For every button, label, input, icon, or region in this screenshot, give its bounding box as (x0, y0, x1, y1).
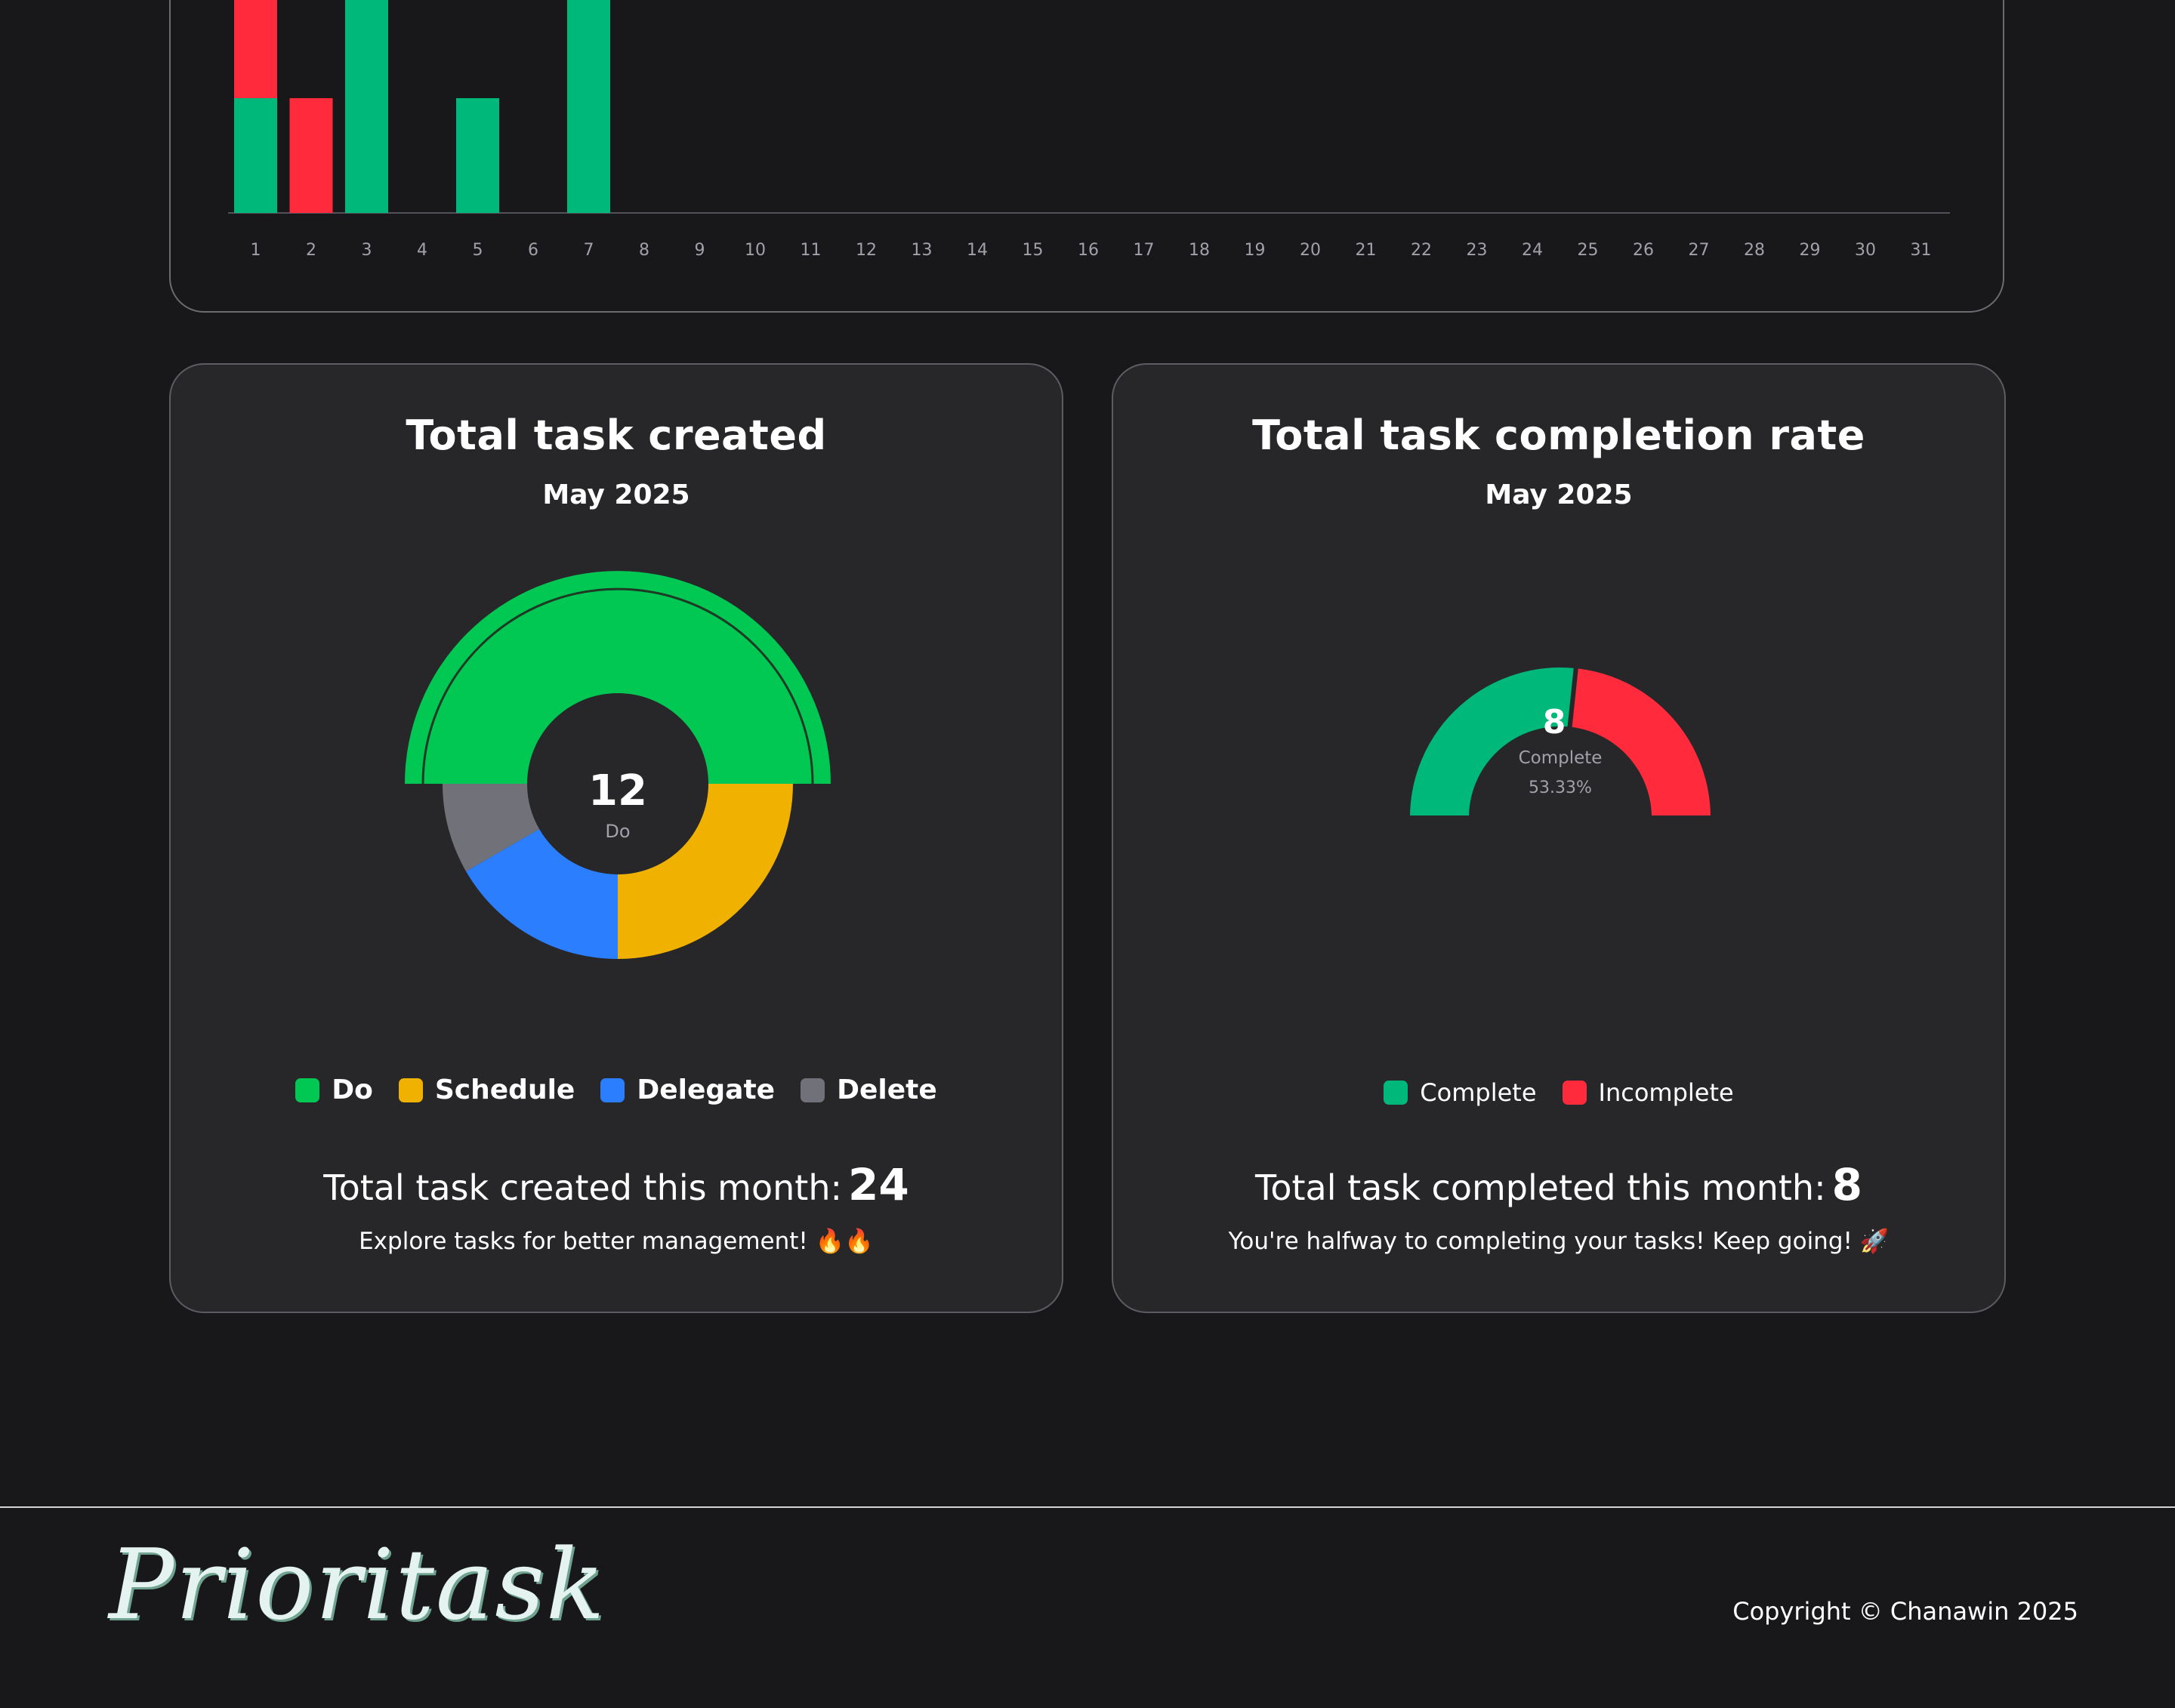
x-tick-label: 31 (1911, 241, 1932, 260)
legend-item-delegate[interactable]: Delegate (600, 1074, 775, 1105)
slice-delete (443, 784, 540, 871)
legend-item-delete[interactable]: Delete (801, 1074, 937, 1105)
x-tick-label: 8 (639, 241, 649, 260)
legend-swatch-do (295, 1078, 320, 1102)
highlight-ring (421, 587, 814, 785)
gauge-segment-incomplete (1567, 664, 1715, 820)
footer: Prioritask Copyright © Chanawin 2025 (0, 1506, 2175, 1708)
total-created-line: Total task created this month: 24 (171, 1159, 1062, 1210)
legend-label: Delegate (637, 1074, 776, 1105)
x-tick-label: 22 (1411, 241, 1432, 260)
completion-rate-card: Total task completion rate May 2025 8 Co… (1112, 363, 2006, 1313)
x-tick-label: 19 (1245, 241, 1266, 260)
card-subtitle: May 2025 (1485, 479, 1633, 510)
legend-label: Complete (1420, 1078, 1537, 1107)
total-completed-label: Total task completed this month: (1255, 1167, 1826, 1208)
category-legend: Do Schedule Delegate Delete (171, 1074, 1062, 1105)
x-tick-label: 17 (1134, 241, 1155, 260)
copyright-text: Copyright © Chanawin 2025 (1732, 1597, 2078, 1626)
legend-label: Incomplete (1598, 1078, 1734, 1107)
gauge-center-percent: 53.33% (1529, 778, 1592, 797)
gauge-center-label: Complete (1518, 748, 1603, 768)
card-title: Total task created (406, 412, 827, 459)
task-category-doughnut-chart[interactable] (171, 553, 1065, 1007)
total-created-label: Total task created this month: (323, 1167, 842, 1208)
x-tick-label: 11 (801, 241, 822, 260)
x-tick-label: 3 (362, 241, 372, 260)
x-tick-label: 9 (695, 241, 705, 260)
x-tick-label: 10 (745, 241, 766, 260)
x-tick-label: 7 (584, 241, 594, 260)
x-tick-label: 14 (967, 241, 988, 260)
legend-swatch-delete (801, 1078, 825, 1102)
legend-item-complete[interactable]: Complete (1384, 1078, 1537, 1107)
legend-item-incomplete[interactable]: Incomplete (1562, 1078, 1734, 1107)
card-subtitle: May 2025 (542, 479, 690, 510)
x-tick-label: 26 (1633, 241, 1654, 260)
legend-label: Delete (837, 1074, 937, 1105)
bar-segment-day-1-s1 (234, 0, 277, 98)
slice-do (405, 571, 831, 784)
daily-tasks-chart-card: 1 2 3 4 5 6 7 8 9 10 11 12 13 14 15 16 17 18 19 20 21 22 23 24 2… (169, 0, 2004, 313)
bar-segment-day-7-s0 (567, 0, 610, 213)
bar-segment-day-3-s0 (345, 0, 388, 213)
bar-segment-day-5-s0 (456, 98, 499, 213)
legend-swatch-schedule (398, 1078, 423, 1102)
x-tick-label: 1 (251, 241, 261, 260)
total-created-value: 24 (847, 1159, 909, 1210)
doughnut-center-label: Do (605, 821, 631, 842)
x-tick-label: 4 (417, 241, 427, 260)
x-tick-label: 13 (912, 241, 933, 260)
gauge-center-value: 8 (1542, 703, 1566, 741)
x-tick-label: 15 (1023, 241, 1044, 260)
legend-swatch-complete (1384, 1081, 1408, 1105)
legend-item-schedule[interactable]: Schedule (398, 1074, 575, 1105)
legend-swatch-incomplete (1562, 1081, 1587, 1105)
bar-segment-day-2-s1 (289, 98, 333, 213)
x-tick-label: 5 (473, 241, 483, 260)
gauge-segment-complete (1405, 663, 1579, 820)
slice-delegate (466, 829, 618, 959)
x-tick-label: 29 (1800, 241, 1821, 260)
legend-swatch-delegate (600, 1078, 625, 1102)
completion-gauge-chart[interactable] (1113, 591, 2007, 893)
x-tick-label: 18 (1189, 241, 1210, 260)
doughnut-center-value: 12 (588, 766, 647, 815)
total-created-card: Total task created May 2025 12 Do Do Sch… (169, 363, 1063, 1313)
bar-segment-day-1-s0 (234, 98, 277, 213)
x-tick-label: 6 (528, 241, 538, 260)
completion-legend: Complete Incomplete (1113, 1078, 2004, 1107)
x-tick-label: 27 (1689, 241, 1710, 260)
legend-item-do[interactable]: Do (295, 1074, 373, 1105)
x-tick-label: 23 (1467, 241, 1488, 260)
total-completed-line: Total task completed this month: 8 (1113, 1159, 2004, 1210)
x-tick-label: 20 (1300, 241, 1321, 260)
x-tick-label: 30 (1855, 241, 1876, 260)
x-tick-label: 21 (1356, 241, 1377, 260)
card-title: Total task completion rate (1252, 412, 1865, 459)
created-note: Explore tasks for better management! 🔥🔥 (359, 1228, 874, 1255)
x-tick-label: 24 (1522, 241, 1543, 260)
legend-label: Do (332, 1074, 373, 1105)
daily-tasks-bar-chart: 1 2 3 4 5 6 7 8 9 10 11 12 13 14 15 16 17 18 19 20 21 22 23 24 2… (228, 0, 1950, 260)
total-completed-value: 8 (1831, 1159, 1862, 1210)
x-tick-label: 2 (306, 241, 316, 260)
x-tick-label: 28 (1744, 241, 1765, 260)
x-tick-label: 25 (1578, 241, 1599, 260)
prioritask-logo[interactable]: Prioritask (109, 1529, 606, 1642)
slice-schedule (618, 784, 793, 959)
legend-label: Schedule (434, 1074, 575, 1105)
x-tick-label: 16 (1078, 241, 1099, 260)
x-tick-label: 12 (856, 241, 877, 260)
completion-note: You're halfway to completing your tasks!… (1228, 1228, 1890, 1255)
